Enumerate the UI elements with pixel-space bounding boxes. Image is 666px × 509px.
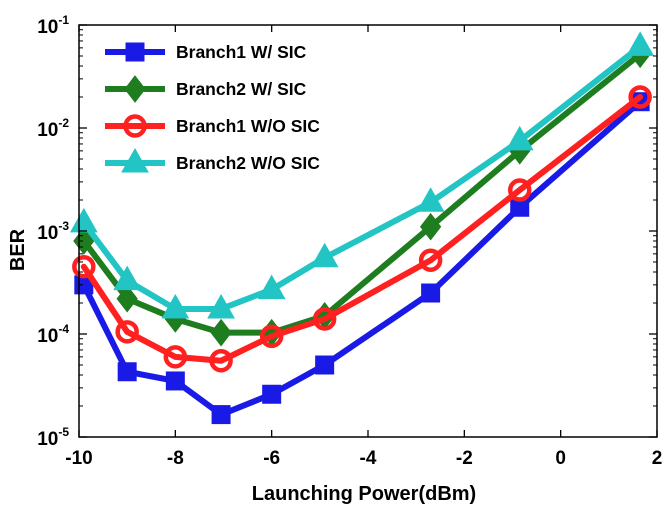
- data-point-square: [315, 355, 335, 375]
- x-tick-label: -6: [263, 448, 280, 469]
- data-point-circle: [312, 307, 337, 331]
- x-axis-title: Launching Power(dBm): [252, 483, 476, 505]
- legend-label: Branch1 W/ SIC: [176, 42, 307, 62]
- data-point-triangle: [207, 293, 235, 319]
- data-point-circle: [507, 178, 532, 202]
- plot-area: [69, 31, 654, 425]
- y-tick-exponent: -5: [58, 425, 69, 439]
- x-tick-label: -10: [65, 448, 92, 469]
- x-tick-label: -4: [360, 448, 377, 469]
- y-tick-label: 10-3: [37, 219, 69, 244]
- legend: Branch1 W/ SIC Branch2 W/ SIC Branch1 W/O …: [105, 42, 320, 173]
- x-tick-label: 0: [555, 448, 566, 469]
- data-point-triangle: [626, 31, 654, 56]
- data-point-circle: [418, 248, 443, 273]
- data-point-circle: [628, 85, 652, 109]
- data-point-diamond: [210, 318, 232, 347]
- data-point-triangle: [257, 274, 286, 300]
- data-point-diamond: [419, 212, 442, 241]
- data-point-circle: [123, 114, 147, 138]
- y-tick-base: 10: [37, 429, 58, 450]
- data-point-square: [421, 283, 441, 303]
- series-line: [80, 51, 644, 336]
- data-point-diamond: [124, 75, 146, 103]
- data-point-triangle: [416, 187, 445, 212]
- series-line: [80, 93, 644, 364]
- plot-frame: [78, 24, 658, 438]
- legend-label: Branch1 W/O SIC: [176, 116, 320, 136]
- y-tick-exponent: -4: [58, 322, 69, 336]
- legend-entry-2: Branch1 W/O SIC: [105, 114, 320, 138]
- x-tick-label: -8: [167, 448, 184, 469]
- legend-label: Branch2 W/O SIC: [176, 153, 320, 173]
- y-tick-exponent: -1: [58, 13, 69, 27]
- data-point-circle: [115, 320, 139, 344]
- data-point-circle: [209, 348, 233, 373]
- y-tick-exponent: -3: [58, 219, 69, 233]
- data-point-triangle: [161, 293, 190, 319]
- y-tick-base: 10: [37, 326, 58, 347]
- data-point-circle: [72, 254, 96, 279]
- y-tick-label: 10-2: [37, 116, 69, 141]
- data-point-square: [165, 371, 185, 391]
- x-tick-label: -2: [456, 448, 473, 469]
- legend-entry-0: Branch1 W/ SIC: [105, 42, 307, 62]
- legend-entry-1: Branch2 W/ SIC: [105, 75, 307, 103]
- data-point-triangle: [121, 147, 149, 173]
- data-point-triangle: [113, 265, 142, 291]
- data-point-square: [262, 384, 282, 404]
- series-0: [74, 92, 650, 425]
- series-2: [72, 85, 652, 373]
- x-tick-label: 2: [652, 448, 663, 469]
- y-axis-title: BER: [7, 228, 29, 271]
- data-point-square: [125, 42, 145, 62]
- data-point-diamond: [116, 284, 138, 313]
- y-tick-label: 10-4: [37, 322, 69, 347]
- y-tick-base: 10: [37, 223, 58, 244]
- series-line: [80, 98, 644, 418]
- axes: -10 -8 -6 -4 -2 0 210-510-410-310-210-1: [37, 13, 662, 469]
- y-tick-label: 10-1: [37, 13, 69, 38]
- series-3: [69, 31, 654, 319]
- data-point-triangle: [310, 242, 339, 268]
- data-point-circle: [259, 324, 284, 349]
- y-tick-label: 10-5: [37, 425, 69, 450]
- y-tick-base: 10: [37, 17, 58, 38]
- data-point-square: [117, 362, 137, 382]
- legend-entry-3: Branch2 W/O SIC: [105, 147, 320, 173]
- data-point-circle: [163, 345, 188, 369]
- y-tick-exponent: -2: [58, 116, 69, 130]
- data-point-triangle: [69, 207, 98, 233]
- y-tick-base: 10: [37, 120, 58, 141]
- data-point-triangle: [505, 125, 534, 151]
- data-point-square: [211, 405, 231, 425]
- legend-label: Branch2 W/ SIC: [176, 79, 307, 99]
